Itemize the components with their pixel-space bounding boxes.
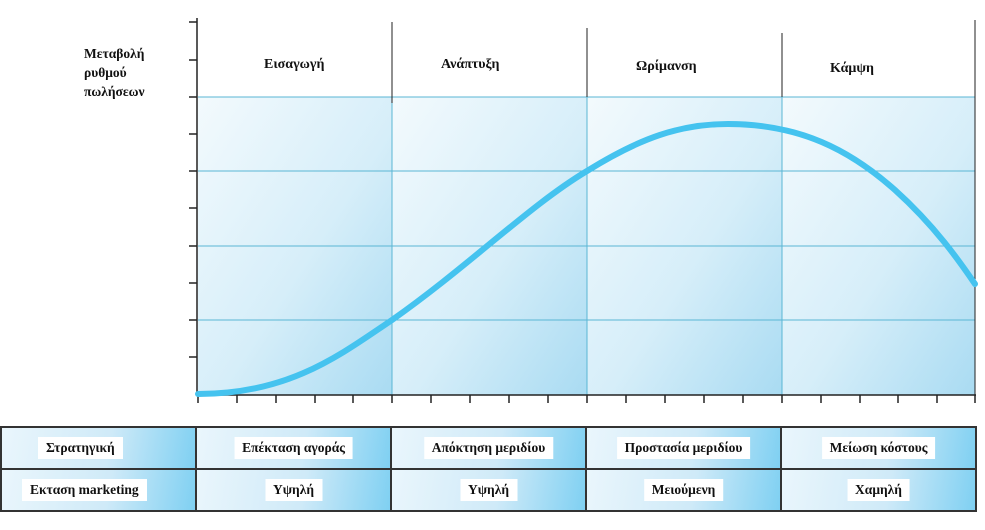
row-header-cell: Στρατηγική — [0, 426, 197, 470]
marketing-growth: Υψηλή — [459, 479, 518, 501]
phase-title-maturity: Ωρίμανση — [636, 59, 697, 74]
table-cell: Απόκτηση μεριδίου — [390, 426, 587, 470]
y-axis — [189, 18, 198, 396]
table-cell: Μείωση κόστους — [780, 426, 977, 470]
strategy-maturity: Προστασία μεριδίου — [616, 437, 751, 459]
y-axis-label: Μεταβολή ρυθμού πωλήσεων — [84, 44, 194, 101]
marketing-maturity: Μειούμενη — [643, 479, 724, 501]
strategy-decline: Μείωση κόστους — [821, 437, 936, 459]
y-axis-label-line-2: ρυθμού — [84, 65, 127, 80]
y-axis-label-line-1: Μεταβολή — [84, 46, 145, 61]
strategy-introduction: Επέκταση αγοράς — [234, 437, 353, 459]
phase-title-decline: Κάμψη — [830, 61, 874, 76]
life-cycle-chart — [189, 18, 978, 403]
row-header-strategy: Στρατηγική — [38, 437, 123, 459]
strategy-table: Στρατηγική Επέκταση αγοράς Απόκτηση μερι… — [0, 426, 977, 512]
strategy-growth: Απόκτηση μεριδίου — [423, 437, 554, 459]
x-axis — [197, 394, 976, 403]
table-cell: Μειούμενη — [585, 468, 782, 512]
marketing-decline: Χαμηλή — [847, 479, 910, 501]
table-cell: Προστασία μεριδίου — [585, 426, 782, 470]
table-cell: Υψηλή — [195, 468, 392, 512]
row-header-cell: Εκταση marketing — [0, 468, 197, 512]
table-row-marketing-extent: Εκταση marketing Υψηλή Υψηλή Μειούμενη Χ… — [0, 468, 977, 512]
sales-curve — [195, 120, 978, 397]
table-cell: Υψηλή — [390, 468, 587, 512]
row-header-marketing-extent: Εκταση marketing — [22, 479, 147, 501]
table-row-strategy: Στρατηγική Επέκταση αγοράς Απόκτηση μερι… — [0, 426, 977, 470]
phase-title-growth: Ανάπτυξη — [441, 57, 500, 72]
table-cell: Επέκταση αγοράς — [195, 426, 392, 470]
phase-dividers-grid — [391, 97, 783, 395]
marketing-introduction: Υψηλή — [264, 479, 323, 501]
phase-dividers-header — [391, 20, 976, 395]
phase-title-introduction: Εισαγωγή — [264, 57, 325, 72]
y-axis-label-line-3: πωλήσεων — [84, 84, 145, 99]
table-cell: Χαμηλή — [780, 468, 977, 512]
